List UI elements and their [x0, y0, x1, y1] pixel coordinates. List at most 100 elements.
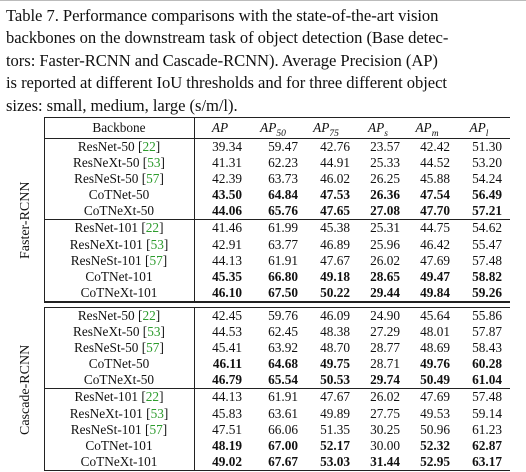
detector-label: Faster-RCNN — [18, 181, 33, 260]
citation-link[interactable]: 57 — [146, 340, 160, 356]
metric-value: 51.30 — [472, 139, 502, 154]
metric-value: 45.64 — [420, 307, 450, 323]
table-header-row: Backbone AP AP50 AP75 APs APm APl — [44, 117, 510, 139]
metric-value: 45.83 — [212, 405, 242, 421]
metric-value: 47.70 — [420, 203, 450, 219]
metric-value: 31.44 — [370, 453, 400, 469]
backbone-name-text: ResNeSt-101 — [70, 421, 142, 437]
metric-value: 63.73 — [268, 171, 298, 187]
metric-value: 54.62 — [472, 220, 502, 236]
metric-value: 61.04 — [472, 372, 502, 388]
caption-line: is reported at different IoU thresholds … — [6, 73, 447, 93]
backbone-name: ResNeSt-50 [57] — [74, 171, 164, 187]
table-row: ResNet-50 [22] 42.45 59.76 46.09 24.90 45.64 5… — [44, 308, 510, 324]
metric-value: 46.02 — [320, 171, 350, 187]
metric-value: 61.91 — [268, 389, 298, 405]
citation-link[interactable]: 57 — [146, 171, 160, 187]
top-rule — [0, 0, 526, 1]
metric-value: 47.69 — [420, 252, 450, 268]
metric-value: 43.50 — [212, 187, 242, 203]
metric-value: 59.14 — [472, 405, 502, 421]
metric-value: 54.24 — [472, 171, 502, 187]
metric-value: 47.67 — [320, 252, 350, 268]
backbone-name: ResNeSt-101 [57] — [70, 421, 168, 437]
backbone-name-text: CoTNet-101 — [85, 437, 153, 453]
backbone-name: ResNeXt-50 [53] — [73, 155, 165, 171]
metric-value: 52.95 — [420, 453, 450, 469]
table-row: ResNet-101 [22] 44.13 61.91 47.67 26.02 47.69… — [44, 389, 510, 405]
caption-line: Table 7. Performance comparisons with th… — [6, 6, 439, 25]
metric-value: 46.79 — [212, 372, 242, 388]
metric-value: 53.03 — [320, 453, 350, 469]
backbone-name-text: ResNeXt-50 — [73, 155, 140, 171]
block-rule — [44, 219, 510, 221]
backbone-name-text: CoTNet-101 — [85, 268, 153, 284]
metric-value: 59.47 — [268, 139, 298, 154]
backbone-name-text: CoTNeXt-50 — [83, 203, 155, 219]
metric-value: 50.53 — [320, 372, 350, 388]
metric-value: 49.84 — [420, 284, 450, 300]
metric-value: 28.77 — [370, 340, 400, 356]
metric-value: 48.01 — [420, 324, 450, 340]
metric-value: 45.35 — [212, 268, 242, 284]
metric-value: 62.87 — [472, 437, 502, 453]
metric-value: 41.31 — [212, 155, 242, 171]
metric-value: 25.31 — [370, 220, 400, 236]
metric-value: 63.61 — [268, 405, 298, 421]
metric-value: 46.10 — [212, 284, 242, 300]
metric-value: 63.92 — [268, 340, 298, 356]
metric-value: 63.77 — [268, 236, 298, 252]
table-row: CoTNet-101 48.19 67.00 52.17 30.00 52.32 62.87 — [44, 438, 510, 454]
backbone-name: CoTNet-50 — [46, 187, 192, 203]
metric-value: 49.76 — [420, 356, 450, 372]
apl-header: APl — [469, 120, 489, 139]
metric-value: 67.00 — [268, 437, 298, 453]
metric-value: 52.17 — [320, 437, 350, 453]
citation-link[interactable]: 57 — [149, 252, 163, 268]
table-row: ResNeSt-50 [57] 42.39 63.73 46.02 26.25 45.88… — [44, 171, 510, 187]
citation-link[interactable]: 53 — [147, 324, 161, 340]
metric-value: 47.51 — [212, 421, 242, 437]
citation-link[interactable]: 22 — [145, 220, 160, 236]
table-row: CoTNet-50 46.11 64.68 49.75 28.71 49.76 60.28 — [44, 356, 510, 372]
metric-value: 49.18 — [320, 268, 350, 284]
metric-value: 58.82 — [472, 268, 502, 284]
metric-value: 49.02 — [212, 453, 242, 469]
metric-value: 65.76 — [268, 203, 298, 219]
metric-value: 44.13 — [212, 252, 242, 268]
backbone-name-text: ResNeXt-101 — [69, 405, 143, 421]
metric-value: 26.36 — [370, 187, 400, 203]
backbone-name: ResNeXt-50 [53] — [73, 324, 165, 340]
backbone-name-text: CoTNeXt-101 — [80, 284, 158, 300]
table-row: ResNeXt-101 [53] 45.83 63.61 49.89 27.75 49.5… — [44, 406, 510, 422]
backbone-name-text: ResNeSt-101 — [70, 252, 142, 268]
detector-label: Cascade-RCNN — [18, 344, 33, 436]
metric-value: 58.43 — [472, 340, 502, 356]
backbone-name: ResNeSt-50 [57] — [74, 340, 164, 356]
citation-link[interactable]: 22 — [142, 307, 156, 323]
metric-value: 30.00 — [370, 437, 400, 453]
backbone-name: CoTNet-101 — [46, 438, 192, 454]
metric-value: 52.32 — [420, 437, 450, 453]
citation-link[interactable]: 22 — [142, 139, 156, 154]
citation-link[interactable]: 53 — [150, 236, 164, 252]
backbone-name: CoTNeXt-101 — [46, 285, 192, 301]
metric-value: 55.47 — [472, 236, 502, 252]
metric-value: 49.89 — [320, 405, 350, 421]
metric-value: 42.45 — [212, 307, 242, 323]
metric-value: 25.33 — [370, 155, 400, 171]
detector-group: Cascade-RCNN ResNet-50 [22] 42.45 59.76 46.0… — [18, 306, 510, 471]
citation-link[interactable]: 53 — [147, 155, 161, 171]
backbone-name-text: ResNeSt-50 — [74, 171, 139, 187]
metric-value: 65.54 — [268, 372, 298, 388]
metric-value: 48.70 — [320, 340, 350, 356]
metric-value: 57.48 — [472, 252, 502, 268]
metric-value: 25.96 — [370, 236, 400, 252]
metric-value: 50.22 — [320, 284, 350, 300]
ap50-header: AP50 — [260, 120, 286, 139]
citation-link[interactable]: 22 — [145, 389, 160, 405]
citation-link[interactable]: 53 — [150, 405, 164, 421]
citation-link[interactable]: 57 — [149, 421, 163, 437]
metric-value: 48.69 — [420, 340, 450, 356]
backbone-name: ResNet-101 [22] — [74, 389, 164, 405]
